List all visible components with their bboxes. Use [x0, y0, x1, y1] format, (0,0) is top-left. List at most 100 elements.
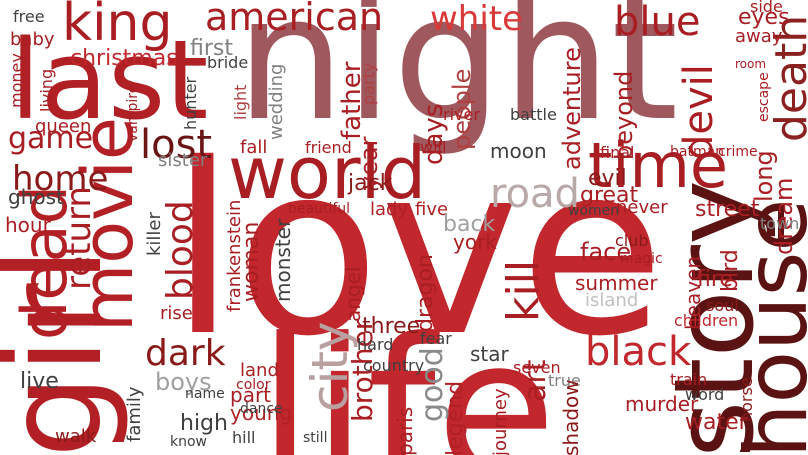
word: good: [415, 347, 450, 422]
word: angel: [341, 267, 365, 323]
word: paris: [393, 407, 417, 455]
word: street: [695, 197, 760, 222]
word: rise: [160, 303, 193, 324]
word: final: [600, 143, 634, 162]
word: living: [37, 69, 56, 112]
word: club: [615, 231, 649, 250]
word: star: [470, 342, 510, 366]
word: side: [750, 0, 783, 16]
word: children: [674, 311, 738, 330]
word: king: [62, 0, 173, 53]
word: dance: [240, 401, 283, 417]
word: fall: [240, 137, 267, 158]
word: night: [236, 0, 678, 159]
word: moon: [490, 139, 547, 163]
word: beyond: [610, 71, 638, 160]
word: back: [443, 212, 496, 237]
word: death: [766, 15, 808, 142]
word: fear: [420, 329, 452, 348]
word: legend: [443, 381, 468, 455]
word: name: [185, 386, 225, 402]
word: eyes: [738, 5, 790, 30]
word: boys: [155, 368, 212, 396]
word: first: [190, 36, 233, 61]
word: frankenstein: [224, 200, 245, 312]
word: still: [303, 430, 327, 446]
word: island: [585, 290, 638, 311]
word: party: [359, 63, 378, 105]
word: evil: [588, 166, 627, 191]
word: long: [750, 150, 778, 202]
word: world: [228, 131, 426, 215]
word: white: [430, 0, 523, 39]
word: know: [170, 434, 207, 450]
word: away: [735, 26, 783, 47]
word: battle: [510, 105, 557, 124]
word: bird: [718, 249, 743, 292]
word: return: [59, 186, 99, 290]
word: beautiful: [288, 201, 350, 217]
word: people: [448, 69, 476, 150]
word: game: [8, 121, 93, 156]
word: love: [170, 113, 665, 388]
word: girl: [0, 247, 132, 455]
word: kill: [498, 260, 549, 322]
word: american: [205, 0, 383, 39]
word: brother: [346, 318, 379, 422]
word: family: [124, 386, 145, 442]
word: blue: [614, 0, 700, 45]
word: heaven: [681, 256, 705, 330]
word: money: [7, 53, 26, 108]
word: city: [301, 321, 359, 412]
word: never: [616, 197, 668, 218]
word: dragon: [413, 254, 438, 332]
word: water: [685, 410, 749, 435]
word: story: [650, 180, 778, 455]
word: adventure: [558, 47, 586, 170]
word: home: [12, 159, 108, 199]
word: lady: [370, 199, 408, 220]
word: walk: [55, 426, 97, 447]
word: road: [490, 171, 580, 217]
word: killer: [144, 211, 165, 256]
word: christmas: [70, 46, 178, 71]
word: dead: [8, 185, 81, 340]
word: baby: [10, 29, 55, 50]
word: days: [419, 104, 449, 165]
word: women: [568, 203, 619, 219]
word: live: [20, 369, 59, 394]
word: ghost: [8, 185, 64, 209]
word: hour: [5, 213, 52, 237]
word: sister: [158, 150, 208, 171]
word: part: [230, 383, 271, 407]
word: light: [231, 85, 250, 120]
word: art: [518, 359, 553, 402]
word: dark: [145, 333, 226, 374]
word: murder: [625, 392, 699, 416]
word: town: [760, 214, 799, 233]
word: seven: [513, 358, 561, 377]
word: lost: [140, 122, 212, 168]
word: batman: [670, 144, 724, 160]
word: time: [588, 129, 728, 202]
word: land: [240, 360, 279, 381]
word: york: [453, 230, 497, 254]
word: train: [670, 370, 707, 389]
word: last: [10, 16, 208, 144]
word: shadow: [559, 379, 583, 455]
word: year: [355, 136, 383, 190]
word: word: [685, 385, 724, 404]
word: true: [548, 371, 581, 390]
word: fire: [697, 267, 733, 292]
word: house: [727, 199, 808, 455]
word: father: [337, 61, 367, 140]
word: young: [230, 401, 292, 425]
word: free: [13, 7, 45, 26]
word: escape: [756, 72, 772, 122]
word: life: [258, 297, 557, 455]
word: soul: [706, 296, 739, 315]
word: vampire: [125, 85, 141, 142]
word: crime: [718, 144, 758, 160]
